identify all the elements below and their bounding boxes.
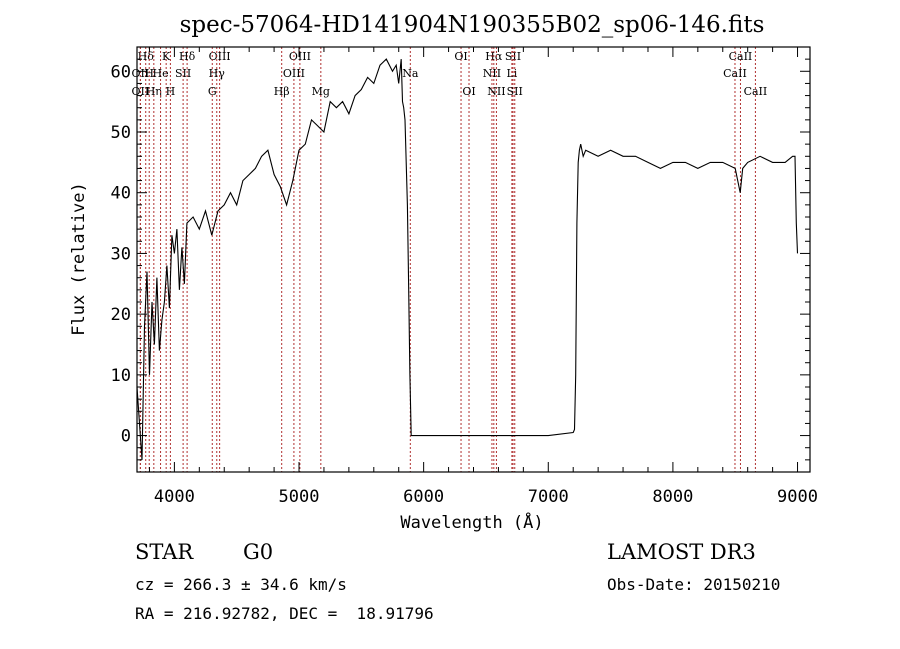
x-tick-label: 7000 bbox=[528, 487, 569, 507]
spectral-line-label: CaII bbox=[744, 85, 768, 98]
spectral-line-label: G bbox=[208, 85, 217, 98]
spectral-line-label: Hγ bbox=[209, 67, 226, 80]
observation-date: Obs-Date: 20150210 bbox=[607, 575, 781, 594]
spectral-line-label: H bbox=[166, 85, 176, 98]
plot-frame bbox=[136, 46, 811, 473]
flux-series-line bbox=[136, 58, 799, 460]
spectral-line-label: OII bbox=[132, 85, 150, 98]
spectral-line-label: K bbox=[162, 50, 171, 63]
spectral-line-label: He bbox=[153, 67, 169, 80]
x-tick-label: 4000 bbox=[154, 487, 195, 507]
y-tick-label: 40 bbox=[111, 184, 131, 204]
y-tick-label: 10 bbox=[111, 366, 131, 386]
spectral-line-label: NII bbox=[483, 67, 501, 80]
spectral-line-label: Na bbox=[402, 67, 419, 80]
spectral-line-label: SII bbox=[507, 85, 523, 98]
y-tick-label: 30 bbox=[111, 244, 131, 264]
object-subclass: G0 bbox=[243, 540, 274, 564]
spectral-line-label: H bbox=[144, 67, 154, 80]
spectral-line-label: Hβ bbox=[274, 85, 290, 98]
spectral-line-label: Hα bbox=[485, 50, 503, 63]
spectral-line-label: OIII bbox=[283, 67, 305, 80]
object-class: STAR bbox=[135, 540, 194, 564]
x-axis-label: Wavelength (Å) bbox=[400, 511, 543, 533]
spectral-line-label: Mg bbox=[312, 85, 330, 98]
x-tick-label: 9000 bbox=[777, 487, 818, 507]
spectral-line-label: Hδ bbox=[138, 50, 155, 63]
x-tick-label: 5000 bbox=[279, 487, 320, 507]
x-tick-label: 8000 bbox=[652, 487, 693, 507]
y-axis-label: Flux (relative) bbox=[69, 182, 89, 336]
spectral-line-label: OI bbox=[462, 85, 475, 98]
spectral-line-label: OIII bbox=[289, 50, 311, 63]
spectral-line-label: Hδ bbox=[179, 50, 196, 63]
spectral-line-label: SII bbox=[505, 50, 521, 63]
y-tick-label: 20 bbox=[111, 305, 131, 325]
spectral-line-label: CaII bbox=[723, 67, 747, 80]
survey-name: LAMOST DR3 bbox=[607, 540, 756, 564]
spectral-line-label: OII bbox=[132, 67, 150, 80]
spectral-line-label: CaII bbox=[729, 50, 753, 63]
redshift-value: cz = 266.3 ± 34.6 km/s bbox=[135, 575, 347, 594]
spectral-line-label: OI bbox=[454, 50, 467, 63]
spectral-line-label: SII bbox=[175, 67, 191, 80]
y-tick-label: 0 bbox=[121, 427, 131, 447]
y-tick-label: 60 bbox=[111, 62, 131, 82]
spectral-line-label: Li bbox=[506, 67, 517, 80]
y-tick-label: 50 bbox=[111, 123, 131, 143]
coordinates: RA = 216.92782, DEC = 18.91796 bbox=[135, 604, 434, 623]
chart-title: spec-57064-HD141904N190355B02_sp06-146.f… bbox=[180, 12, 765, 38]
spectral-line-label: OIII bbox=[209, 50, 231, 63]
spectral-line-label: Hη bbox=[146, 85, 162, 98]
axis-ticks: 4000 5000 6000 7000 8000 9000 0 10 20 30 40 50 60 bbox=[111, 47, 818, 507]
spectral-line-label: NII bbox=[487, 85, 505, 98]
x-tick-label: 6000 bbox=[403, 487, 444, 507]
